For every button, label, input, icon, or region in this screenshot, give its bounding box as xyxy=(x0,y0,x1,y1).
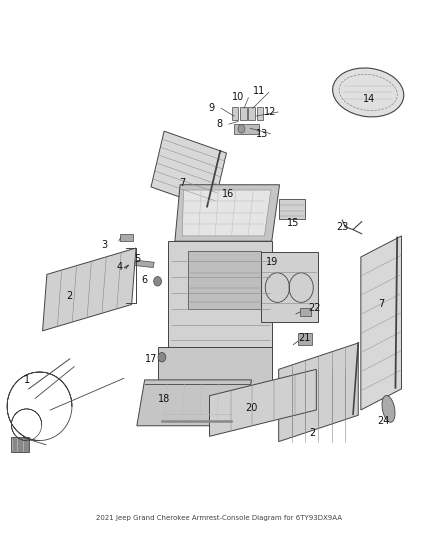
Bar xyxy=(279,199,305,219)
Text: 21: 21 xyxy=(298,333,311,343)
Text: 19: 19 xyxy=(265,257,278,267)
Text: 14: 14 xyxy=(364,94,376,104)
Text: 2021 Jeep Grand Cherokee Armrest-Console Diagram for 6TY93DX9AA: 2021 Jeep Grand Cherokee Armrest-Console… xyxy=(96,515,342,521)
Text: 11: 11 xyxy=(253,86,265,96)
Text: 13: 13 xyxy=(256,128,268,139)
Text: 15: 15 xyxy=(287,218,300,228)
Text: 22: 22 xyxy=(308,303,320,313)
Text: 16: 16 xyxy=(223,189,235,199)
Polygon shape xyxy=(361,236,402,410)
Polygon shape xyxy=(175,185,279,241)
Polygon shape xyxy=(261,252,318,322)
Polygon shape xyxy=(279,343,358,442)
Text: 7: 7 xyxy=(179,178,185,188)
Bar xyxy=(257,107,263,120)
Polygon shape xyxy=(168,241,272,346)
Text: 8: 8 xyxy=(216,119,222,129)
Text: 1: 1 xyxy=(24,375,30,385)
Bar xyxy=(188,251,261,309)
Bar xyxy=(248,107,255,120)
Polygon shape xyxy=(134,260,154,268)
Bar xyxy=(120,235,133,241)
Text: 18: 18 xyxy=(158,394,170,405)
Text: 6: 6 xyxy=(141,275,148,285)
Bar xyxy=(300,308,311,316)
Polygon shape xyxy=(137,380,251,426)
Circle shape xyxy=(158,352,166,362)
Text: 7: 7 xyxy=(378,300,384,310)
Polygon shape xyxy=(209,369,316,437)
Bar xyxy=(232,107,238,120)
Polygon shape xyxy=(182,190,271,236)
Text: 12: 12 xyxy=(264,107,276,117)
Polygon shape xyxy=(42,248,136,331)
Polygon shape xyxy=(159,346,272,399)
Text: 20: 20 xyxy=(245,403,258,413)
Text: 2: 2 xyxy=(309,427,315,438)
Text: 4: 4 xyxy=(117,262,123,271)
Circle shape xyxy=(154,277,162,286)
Text: 10: 10 xyxy=(232,92,244,102)
Bar xyxy=(11,438,29,452)
Circle shape xyxy=(238,125,245,133)
Text: 24: 24 xyxy=(377,416,389,425)
Ellipse shape xyxy=(382,395,395,422)
Bar xyxy=(240,107,247,120)
Polygon shape xyxy=(151,131,226,209)
Text: 2: 2 xyxy=(67,290,73,301)
Bar xyxy=(234,124,259,134)
Text: 9: 9 xyxy=(208,103,214,114)
Text: 3: 3 xyxy=(101,240,107,251)
Text: 17: 17 xyxy=(145,354,157,364)
Text: 5: 5 xyxy=(134,254,140,264)
Ellipse shape xyxy=(332,68,404,117)
Bar xyxy=(298,333,311,344)
Text: 23: 23 xyxy=(336,222,349,232)
